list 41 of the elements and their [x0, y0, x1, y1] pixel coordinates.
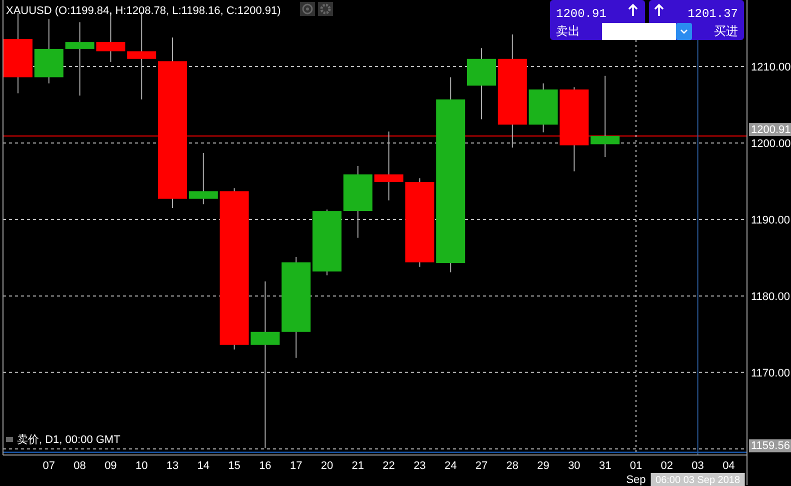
y-tick-label: 1180.00	[751, 290, 790, 303]
x-tick-label: 16	[259, 460, 272, 472]
x-tick-label: 21	[352, 460, 364, 472]
x-tick-label: 04	[722, 460, 735, 472]
ref-line-label: 1159.56	[751, 440, 790, 452]
x-tick-label: 14	[197, 460, 210, 472]
x-tick-label: 20	[320, 460, 334, 472]
ref-line-label: 1200.91	[751, 124, 791, 136]
chart-title: XAUUSD (O:1199.84, H:1208.78, L:1198.16, C:1200.91)	[6, 5, 281, 17]
x-tick-label: 13	[166, 460, 179, 472]
x-tick-label: 24	[444, 460, 457, 472]
candlestick	[65, 22, 94, 96]
x-tick-label: 10	[135, 460, 148, 472]
x-tick-label: 30	[568, 460, 580, 472]
candlestick	[188, 152, 218, 205]
candlestick	[590, 75, 620, 158]
x-tick-label: 07	[42, 460, 56, 472]
x-tick-label: 29	[537, 460, 550, 472]
x-tick-label: 03	[692, 460, 704, 472]
text: 卖价, D1, 00:00 GMT	[17, 433, 121, 446]
text: Sep	[626, 474, 646, 486]
x-tick-label: 28	[506, 460, 519, 472]
annotation: 买进	[714, 24, 738, 38]
y-tick-label: 1210.00	[751, 62, 791, 74]
annotation: 1200.91	[556, 7, 606, 21]
y-tick-label: 1200.00	[751, 138, 791, 150]
x-tick-label: 15	[228, 460, 240, 472]
x-tick-label: 09	[104, 460, 117, 472]
annotation: 卖出	[556, 24, 580, 38]
y-tick-label: 1190.00	[751, 214, 790, 226]
x-tick-label: 31	[598, 460, 612, 472]
x-tick-label: 17	[290, 460, 302, 472]
candlestick	[250, 280, 280, 449]
annotation: 1201.37	[688, 7, 738, 21]
x-tick-label: 27	[475, 460, 488, 472]
x-tick-label: 02	[660, 460, 674, 472]
y-tick-label: 1170.00	[751, 367, 790, 380]
x-tick-label: 22	[382, 460, 395, 472]
x-tick-label: 01	[630, 460, 642, 472]
x-tick-label: 23	[414, 460, 426, 472]
x-tick-label: 08	[74, 460, 86, 472]
